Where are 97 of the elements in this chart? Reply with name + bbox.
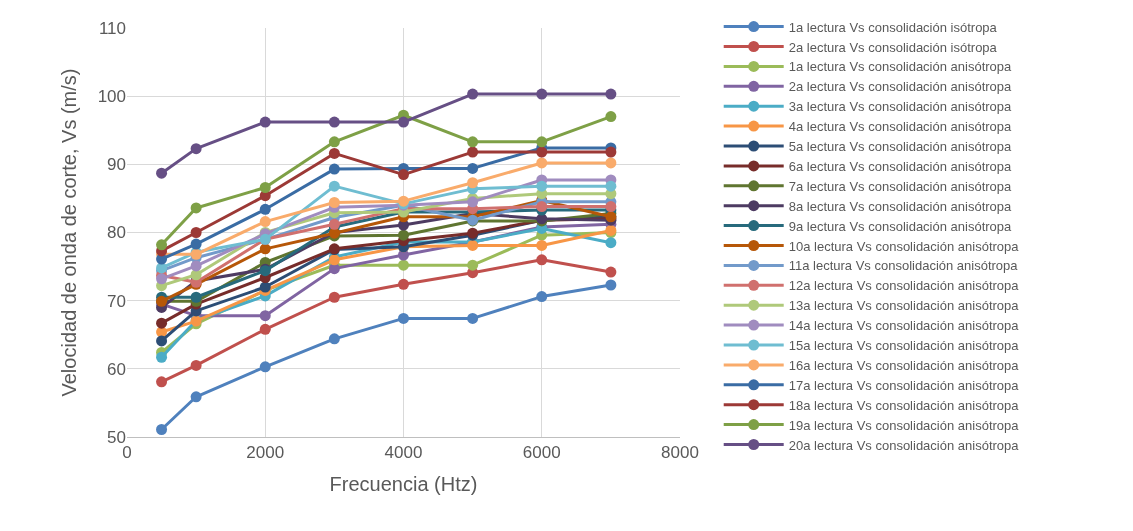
x-axis-title: Frecuencia (Htz): [329, 472, 478, 495]
point: [467, 259, 479, 271]
legend-label: 2a lectura Vs consolidación anisótropa: [788, 79, 1013, 95]
legend-label: 14a lectura Vs consolidación anisótropa: [788, 318, 1020, 334]
legend-label: 17a lectura Vs consolidación anisótropa: [788, 377, 1020, 393]
point: [259, 203, 271, 215]
point: [467, 136, 479, 148]
point: [605, 157, 617, 169]
point: [536, 136, 548, 148]
y-tick-label: 110: [98, 18, 126, 38]
legend-label: 10a lectura Vs consolidación anisótropa: [788, 238, 1020, 254]
point: [328, 197, 340, 209]
point: [328, 180, 340, 192]
point: [259, 243, 271, 255]
x-tick-label: 8000: [661, 443, 699, 463]
point: [190, 260, 202, 272]
point: [190, 202, 202, 214]
point: [605, 266, 617, 278]
legend-label: 15a lectura Vs consolidación anisótropa: [788, 338, 1020, 354]
point: [156, 335, 168, 347]
legend-label: 2a lectura Vs consolidación isótropa: [788, 39, 998, 55]
point: [328, 136, 340, 148]
point: [536, 254, 548, 266]
point: [328, 147, 340, 159]
x-tick-label: 6000: [522, 443, 561, 463]
point: [190, 227, 202, 238]
point: [398, 259, 409, 271]
point: [190, 359, 202, 371]
legend-label: 9a lectura Vs consolidación anisótropa: [788, 218, 1013, 234]
point: [259, 182, 271, 194]
point: [156, 351, 168, 363]
point: [398, 312, 409, 324]
y-tick-label: 80: [107, 223, 126, 243]
point: [156, 273, 168, 285]
y-tick-label: 90: [107, 155, 126, 175]
legend-label: 16a lectura Vs consolidación anisótropa: [788, 357, 1020, 373]
point: [398, 116, 409, 128]
legend-label: 1a lectura Vs consolidación isótropa: [788, 19, 998, 35]
legend-label: 5a lectura Vs consolidación anisótropa: [788, 139, 1013, 155]
point: [259, 310, 271, 322]
legend-label: 13a lectura Vs consolidación anisótropa: [788, 298, 1020, 314]
point: [467, 196, 479, 208]
point: [259, 323, 271, 335]
legend-label: 1a lectura Vs consolidación anisótropa: [788, 59, 1013, 75]
point: [536, 146, 548, 158]
point: [156, 424, 168, 435]
point: [605, 279, 617, 291]
point: [467, 162, 479, 174]
point: [536, 239, 548, 251]
point: [398, 169, 409, 181]
point: [605, 146, 617, 158]
point: [467, 177, 479, 189]
point: [328, 291, 340, 303]
legend-label: 11a lectura Vs consolidación anisótropa: [788, 258, 1019, 274]
point: [259, 361, 271, 373]
point: [328, 263, 340, 275]
point: [605, 111, 617, 123]
x-tick-label: 4000: [384, 443, 423, 463]
point: [156, 317, 168, 329]
point: [259, 116, 271, 128]
point: [190, 291, 202, 303]
legend-label: 4a lectura Vs consolidación anisótropa: [788, 119, 1013, 135]
y-axis-title: Velocidad de onda de corte, Vs (m/s): [58, 68, 81, 397]
point: [190, 143, 202, 155]
legend-label: 19a lectura Vs consolidación anisótropa: [788, 417, 1020, 433]
point: [156, 167, 168, 179]
point: [328, 116, 340, 128]
point: [156, 239, 168, 251]
legend-label: 20a lectura Vs consolidación anisótropa: [788, 437, 1020, 453]
point: [536, 291, 548, 303]
point: [536, 157, 548, 169]
legend-label: 8a lectura Vs consolidación anisótropa: [788, 198, 1013, 214]
y-tick-label: 70: [107, 291, 126, 311]
legend-label: 18a lectura Vs consolidación anisótropa: [788, 397, 1020, 413]
x-tick-label: 2000: [246, 443, 285, 463]
legend-label: 6a lectura Vs consolidación anisótropa: [788, 158, 1013, 174]
point: [605, 180, 617, 192]
point: [328, 333, 340, 345]
point: [190, 238, 202, 250]
point: [467, 88, 479, 100]
point: [190, 391, 202, 403]
point: [605, 88, 617, 100]
legend-label: 7a lectura Vs consolidación anisótropa: [788, 178, 1013, 194]
legend-label: 3a lectura Vs consolidación anisótropa: [788, 99, 1013, 115]
point: [536, 180, 548, 192]
point: [259, 216, 271, 228]
point: [467, 146, 479, 158]
point: [398, 278, 409, 290]
point: [536, 88, 548, 100]
point: [328, 163, 340, 175]
legend-label: 12a lectura Vs consolidación anisótropa: [788, 278, 1020, 294]
y-tick-label: 60: [107, 359, 126, 379]
y-tick-label: 100: [97, 87, 126, 107]
point: [156, 376, 168, 388]
point: [467, 312, 479, 324]
point: [398, 229, 409, 241]
point: [605, 237, 617, 249]
